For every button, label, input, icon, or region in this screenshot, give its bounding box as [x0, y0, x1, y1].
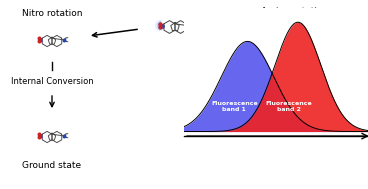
Wedge shape [155, 20, 162, 32]
Text: Fluorescence
band 1: Fluorescence band 1 [211, 101, 258, 112]
Wedge shape [157, 21, 163, 30]
Text: Amino rotation: Amino rotation [261, 7, 329, 16]
Text: Ground state: Ground state [22, 160, 82, 170]
Text: Nitro rotation: Nitro rotation [22, 9, 82, 18]
Text: Fluorescence
band 2: Fluorescence band 2 [266, 101, 312, 112]
Wedge shape [187, 21, 193, 30]
Text: Internal Conversion: Internal Conversion [11, 77, 93, 85]
Wedge shape [189, 20, 195, 31]
